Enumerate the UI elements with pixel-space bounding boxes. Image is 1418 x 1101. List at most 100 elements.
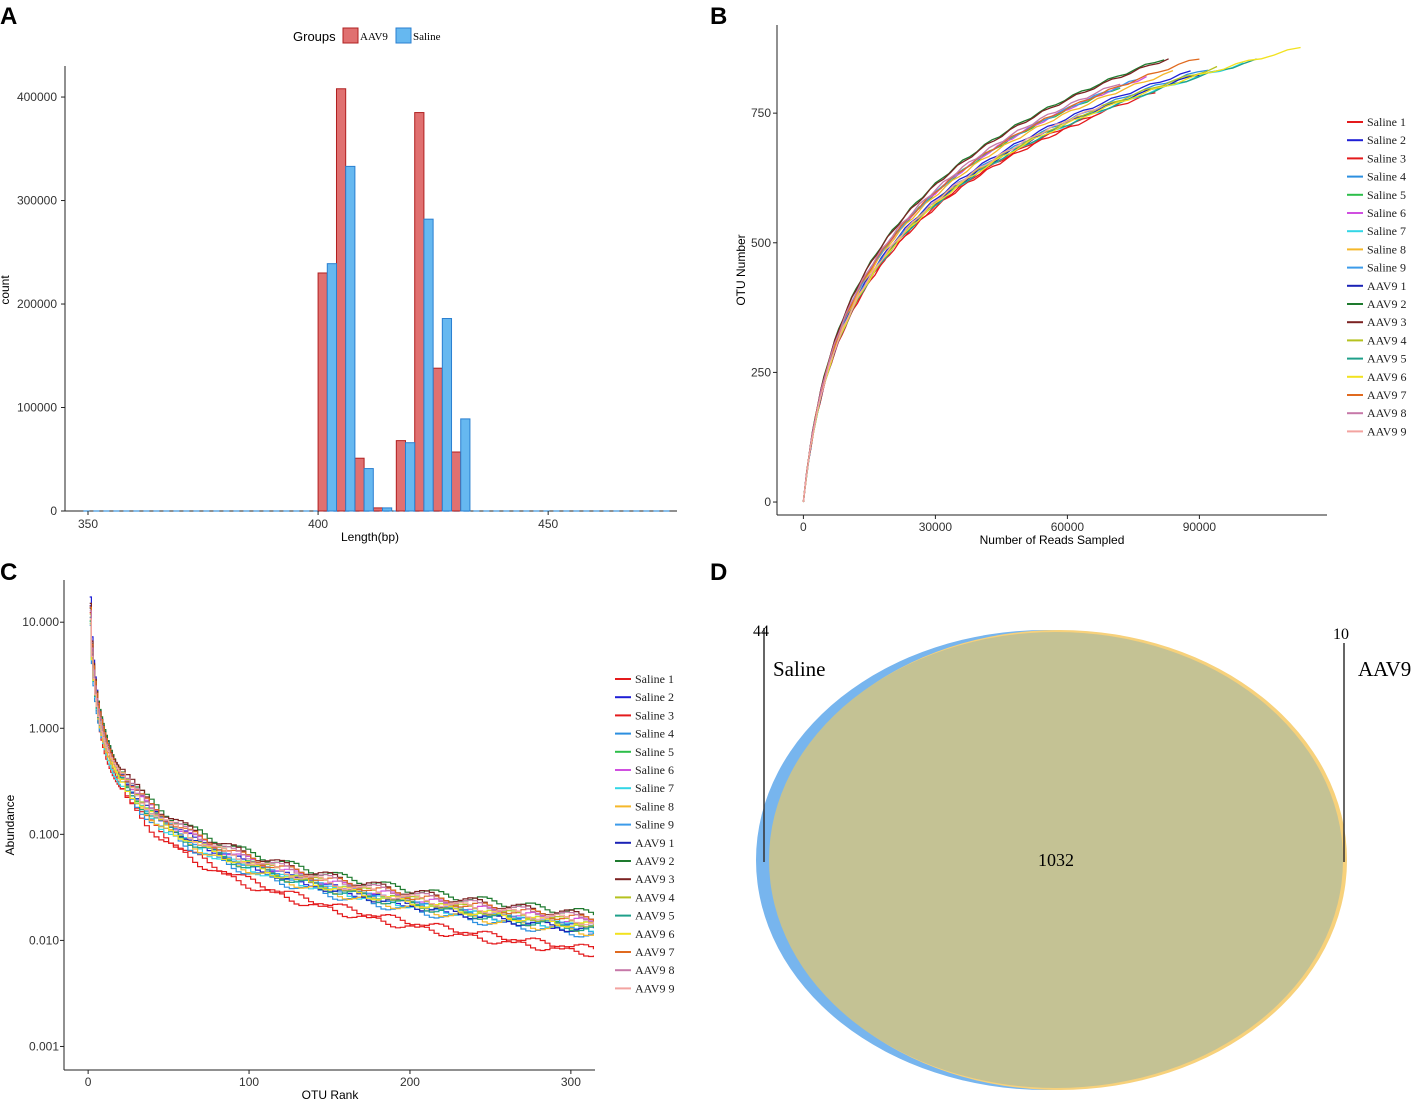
rank-line-aav9-1	[89, 605, 594, 933]
bar-saline-411	[363, 468, 374, 512]
y-tick-label-b-0: 0	[764, 495, 771, 509]
y-tick-label-b-250: 250	[751, 365, 771, 379]
panel-d-venn: 44 Saline 10 AAV9 1032	[753, 623, 1411, 1090]
bar-aav9-426	[432, 367, 443, 512]
rank-line-saline-3	[89, 612, 594, 958]
rank-line-aav9-4	[89, 613, 594, 928]
series-line-aav9-8	[802, 83, 1121, 503]
legend-title-a: Groups	[293, 29, 336, 44]
legend-label-c-aav9-6: AAV9 6	[635, 927, 674, 941]
rank-line-aav9-2	[89, 607, 594, 916]
y-tick-label-c-4: 10.000	[22, 615, 59, 629]
bar-saline-415	[382, 507, 393, 512]
bar-saline-403	[326, 263, 337, 512]
venn-label-saline: Saline	[773, 657, 826, 681]
axis-label-x-b: Number of Reads Sampled	[980, 533, 1125, 547]
legend-label-b-aav9-7: AAV9 7	[1367, 388, 1406, 402]
legend-label-c-aav9-1: AAV9 1	[635, 836, 674, 850]
legend-label-b-saline-8: Saline 8	[1367, 242, 1406, 256]
series-line-aav9-9	[802, 105, 1103, 503]
legend-label-c-saline-1: Saline 1	[635, 672, 674, 686]
legend-label-c-aav9-5: AAV9 5	[635, 909, 674, 923]
bar-saline-420	[405, 442, 416, 512]
x-tick-label-c-300: 300	[561, 1075, 581, 1089]
legend-label-saline: Saline	[413, 31, 441, 43]
y-tick-label-a-200000: 200000	[17, 297, 57, 311]
x-tick-label-c-100: 100	[239, 1075, 259, 1089]
legend-label-c-saline-5: Saline 5	[635, 745, 674, 759]
legend-label-c-aav9-2: AAV9 2	[635, 854, 674, 868]
y-tick-label-c-2: 0.100	[29, 827, 59, 841]
rank-line-saline-6	[89, 608, 594, 924]
legend-label-b-saline-3: Saline 3	[1367, 151, 1406, 165]
legend-label-c-saline-7: Saline 7	[635, 781, 674, 795]
panel-label-b: B	[710, 3, 727, 30]
axis-label-y-b: OTU Number	[734, 234, 748, 305]
bar-saline-424	[423, 218, 434, 512]
x-tick-label-b-30000: 30000	[919, 520, 953, 534]
series-line-saline-5	[802, 87, 1121, 503]
panel-label-a: A	[0, 3, 17, 30]
legend-label-b-saline-1: Saline 1	[1367, 115, 1406, 129]
x-tick-label-a-400: 400	[308, 517, 328, 531]
bar-saline-428	[441, 318, 453, 512]
series-line-saline-9	[802, 78, 1138, 503]
rank-line-aav9-3	[89, 602, 594, 921]
y-tick-label-a-400000: 400000	[17, 90, 57, 104]
rank-line-aav9-7	[89, 606, 594, 923]
y-tick-label-c-3: 1.000	[29, 721, 59, 735]
venn-count-saline: 44	[753, 623, 769, 640]
legend-label-b-aav9-1: AAV9 1	[1367, 279, 1406, 293]
x-tick-label-a-450: 450	[538, 517, 558, 531]
legend-label-aav9: AAV9	[360, 31, 388, 43]
rank-line-aav9-8	[89, 610, 594, 923]
legend-label-b-aav9-4: AAV9 4	[1367, 333, 1406, 347]
x-tick-label-b-90000: 90000	[1183, 520, 1217, 534]
bar-saline-432	[460, 418, 471, 512]
y-tick-label-b-500: 500	[751, 236, 771, 250]
legend-label-c-saline-2: Saline 2	[635, 690, 674, 704]
legend-label-c-aav9-4: AAV9 4	[635, 890, 674, 904]
legend-label-b-saline-2: Saline 2	[1367, 133, 1406, 147]
x-tick-label-c-0: 0	[85, 1075, 92, 1089]
bar-aav9-401	[317, 272, 328, 512]
bar-saline-407	[345, 165, 356, 512]
legend-a: Groups AAV9 Saline	[293, 27, 441, 44]
series-line-aav9-2	[802, 59, 1165, 503]
legend-label-c-saline-4: Saline 4	[635, 727, 674, 741]
panel-b-rarefaction: 0 30000 60000 90000 0 250 500 750 Number of Rea…	[734, 25, 1406, 547]
rank-line-aav9-9	[89, 618, 594, 926]
y-tick-label-a-100000: 100000	[17, 401, 57, 415]
legend-label-c-aav9-8: AAV9 8	[635, 963, 674, 977]
legend-label-b-aav9-6: AAV9 6	[1367, 370, 1406, 384]
legend-label-c-aav9-3: AAV9 3	[635, 872, 674, 886]
series-line-aav9-7	[802, 58, 1200, 503]
bar-aav9-405	[335, 88, 347, 512]
x-tick-label-a-350: 350	[78, 517, 98, 531]
axis-label-y-c: Abundance	[3, 794, 17, 855]
rank-line-saline-2	[89, 596, 594, 934]
legend-label-c-aav9-9: AAV9 9	[635, 981, 674, 995]
y-tick-label-c-0: 0.001	[29, 1039, 59, 1053]
rank-line-saline-7	[89, 623, 594, 933]
bar-aav9-409	[354, 457, 365, 512]
legend-label-b-aav9-3: AAV9 3	[1367, 315, 1406, 329]
legend-label-c-aav9-7: AAV9 7	[635, 945, 674, 959]
bar-aav9-413	[372, 507, 384, 512]
series-line-aav9-3	[802, 58, 1169, 503]
bar-aav9-422	[414, 112, 425, 512]
y-tick-label-b-750: 750	[751, 106, 771, 120]
legend-label-b-aav9-9: AAV9 9	[1367, 424, 1406, 438]
panel-label-d: D	[710, 559, 727, 586]
legend-label-c-saline-8: Saline 8	[635, 799, 674, 813]
rank-line-saline-5	[89, 620, 594, 927]
legend-label-b-saline-9: Saline 9	[1367, 261, 1406, 275]
rank-line-saline-1	[89, 605, 594, 950]
axis-label-x-c: OTU Rank	[302, 1088, 360, 1101]
axis-label-y-a: count	[0, 275, 12, 305]
legend-label-b-aav9-8: AAV9 8	[1367, 406, 1406, 420]
bar-aav9-430	[451, 451, 462, 512]
legend-label-c-saline-6: Saline 6	[635, 763, 674, 777]
panel-c-rank-abundance: 0 100 200 300 0.001 0.010 0.100 1.000 10.000 OTU…	[3, 580, 674, 1101]
